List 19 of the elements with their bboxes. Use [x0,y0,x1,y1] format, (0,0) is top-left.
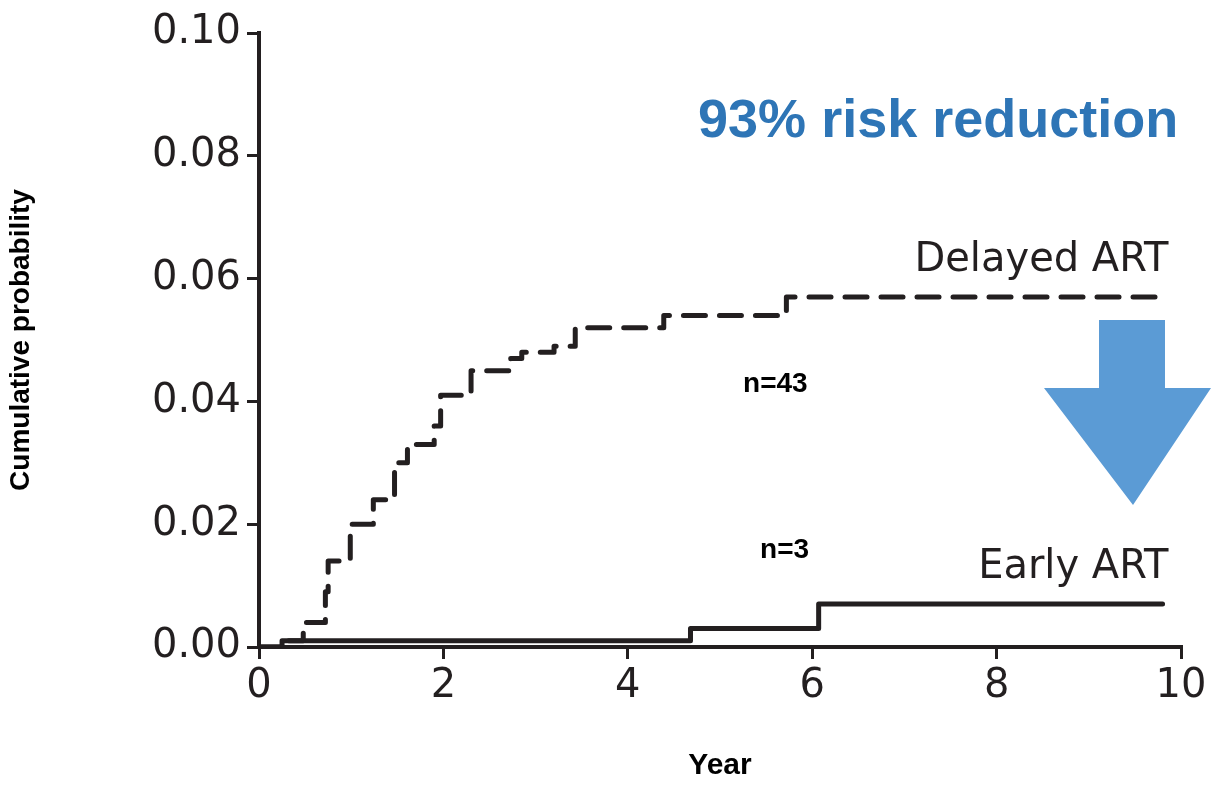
y-axis-title: Cumulative probability [3,188,35,491]
y-tick-label: 0.06 [151,251,241,298]
x-tick-label: 10 [1155,660,1207,707]
x-axis-title: Year [688,747,753,781]
y-tick-label: 0.08 [151,129,241,176]
series-label: Delayed ART [914,234,1170,281]
x-tick-label: 4 [615,660,641,707]
y-tick-label: 0.02 [151,497,241,544]
x-tick-label: 6 [799,660,825,707]
y-tick-label: 0.10 [151,6,241,53]
x-tick-label: 0 [246,660,272,707]
x-tick-label: 2 [430,660,457,707]
annotation: n=43 [743,367,808,399]
y-tick-label: 0.00 [151,620,241,667]
annotation: n=3 [760,532,810,564]
x-tick-label: 8 [983,660,1010,707]
series-label: Early ART [978,541,1170,588]
annotation: 93% risk reduction [698,88,1179,149]
y-tick-label: 0.04 [151,374,241,421]
